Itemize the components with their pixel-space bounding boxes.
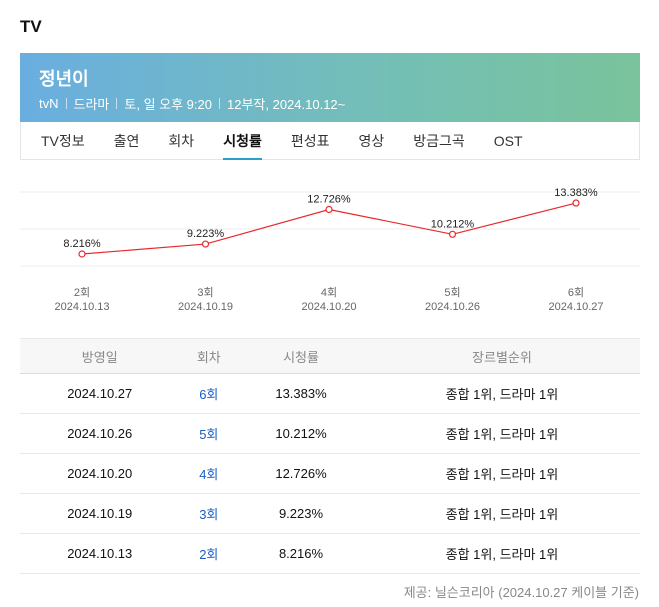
episode-link[interactable]: 4회 — [179, 453, 239, 494]
show-channel: tvN — [39, 96, 59, 111]
episode-link[interactable]: 6회 — [179, 373, 239, 414]
cell-rating: 10.212% — [238, 413, 364, 454]
tab-video[interactable]: 영상 — [358, 132, 385, 149]
show-title[interactable]: 정년이 — [39, 69, 89, 89]
table-row: 2024.10.26 5회 10.212% 종합 1위, 드라마 1위 — [20, 413, 640, 454]
tab-cast[interactable]: 출연 — [113, 132, 140, 149]
data-label: 13.383% — [554, 187, 598, 199]
x-tick-date: 2024.10.20 — [301, 301, 356, 313]
table-row: 2024.10.27 6회 13.383% 종합 1위, 드라마 1위 — [20, 373, 640, 414]
cell-rating: 9.223% — [238, 493, 364, 534]
x-tick-label: 5회 — [444, 286, 460, 299]
cell-date: 2024.10.20 — [20, 453, 180, 494]
header-genre-rank: 장르별순위 — [363, 338, 640, 374]
show-genre: 드라마 — [73, 97, 110, 112]
section-title: TV — [20, 17, 42, 36]
data-point — [448, 230, 457, 238]
cell-rank: 종합 1위, 드라마 1위 — [363, 453, 640, 494]
data-source-note: 제공: 닐슨코리아 (2024.10.27 케이블 기준) — [403, 585, 639, 600]
table-row: 2024.10.20 4회 12.726% 종합 1위, 드라마 1위 — [20, 453, 640, 494]
cell-rating: 8.216% — [238, 533, 364, 574]
cell-rating: 12.726% — [238, 453, 364, 494]
x-tick-label: 4회 — [321, 286, 337, 299]
x-tick-date: 2024.10.13 — [54, 301, 109, 313]
cell-rank: 종합 1위, 드라마 1위 — [363, 413, 640, 454]
x-tick-date: 2024.10.27 — [548, 301, 603, 313]
episode-link[interactable]: 5회 — [179, 413, 239, 454]
cell-rank: 종합 1위, 드라마 1위 — [363, 373, 640, 414]
data-label: 8.216% — [63, 238, 101, 250]
x-tick-label: 2회 — [74, 286, 90, 299]
header-air-date: 방영일 — [20, 338, 180, 374]
header-episode: 회차 — [179, 338, 239, 374]
ratings-line-chart: 8.216% 2회 2024.10.13 9.223% 3회 2024.10.19 12.7… — [20, 187, 640, 313]
show-header-card: 정년이 tvN 드라마 토, 일 오후 9:20 12부작, 2024.10.1… — [20, 53, 640, 122]
table-row: 2024.10.19 3회 9.223% 종합 1위, 드라마 1위 — [20, 493, 640, 534]
data-label: 10.212% — [431, 218, 475, 230]
cell-date: 2024.10.26 — [20, 413, 180, 454]
tab-song-search[interactable]: 방금그곡 — [413, 132, 465, 149]
data-point — [325, 205, 333, 214]
cell-rank: 종합 1위, 드라마 1위 — [363, 533, 640, 574]
show-meta: tvN 드라마 토, 일 오후 9:20 12부작, 2024.10.12~ — [39, 94, 345, 113]
table-row: 2024.10.13 2회 8.216% 종합 1위, 드라마 1위 — [20, 533, 640, 574]
cell-rating: 13.383% — [238, 373, 364, 414]
episode-link[interactable]: 2회 — [179, 533, 239, 574]
data-label: 9.223% — [187, 228, 225, 240]
cell-date: 2024.10.27 — [20, 373, 180, 414]
header-rating: 시청률 — [238, 338, 364, 374]
show-airtime: 토, 일 오후 9:20 — [124, 97, 212, 112]
meta-divider — [65, 98, 67, 109]
x-tick-date: 2024.10.19 — [178, 301, 233, 313]
ratings-table: 방영일 회차 시청률 장르별순위 2024.10.27 6회 13.383% 종… — [20, 338, 640, 574]
meta-divider — [116, 98, 118, 109]
tab-ratings[interactable]: 시청률 — [223, 122, 262, 160]
tab-bar: TV정보 출연 회차 시청률 편성표 영상 방금그곡 OST — [20, 122, 640, 160]
tab-episodes[interactable]: 회차 — [168, 132, 195, 149]
data-point — [78, 250, 86, 258]
episode-link[interactable]: 3회 — [179, 493, 239, 534]
x-tick-label: 6회 — [568, 286, 584, 299]
data-point — [201, 240, 210, 248]
x-tick-date: 2024.10.26 — [425, 301, 480, 313]
cell-rank: 종합 1위, 드라마 1위 — [363, 493, 640, 534]
show-info: 12부작, 2024.10.12~ — [226, 97, 346, 112]
tab-tv-info[interactable]: TV정보 — [41, 132, 85, 149]
cell-date: 2024.10.13 — [20, 533, 180, 574]
x-tick-label: 3회 — [197, 286, 213, 299]
table-header-row: 방영일 회차 시청률 장르별순위 — [20, 338, 640, 374]
tab-ost[interactable]: OST — [493, 132, 523, 149]
cell-date: 2024.10.19 — [20, 493, 180, 534]
tab-schedule[interactable]: 편성표 — [290, 132, 330, 149]
meta-divider — [218, 98, 220, 109]
data-point — [572, 199, 580, 207]
data-label: 12.726% — [307, 194, 351, 206]
